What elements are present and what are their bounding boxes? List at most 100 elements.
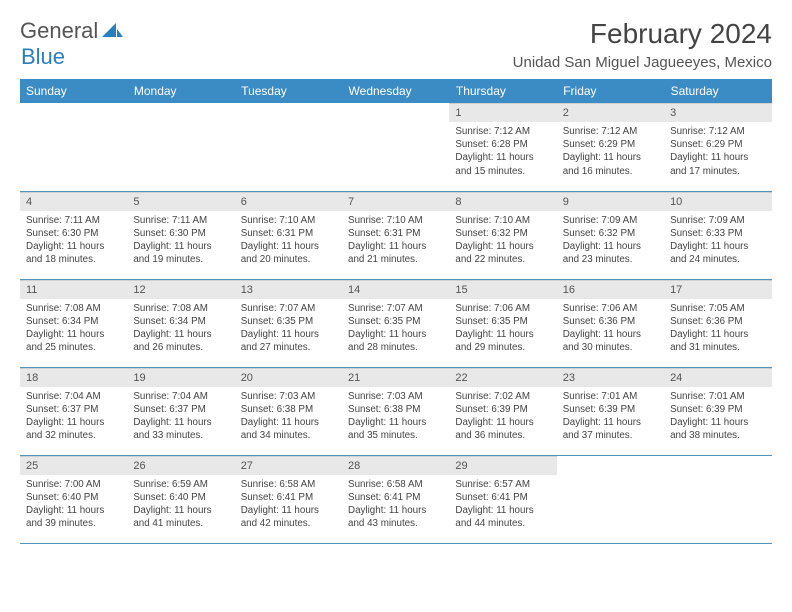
day-number: 10 bbox=[664, 192, 771, 211]
calendar-cell: 1Sunrise: 7:12 AMSunset: 6:28 PMDaylight… bbox=[449, 103, 556, 191]
day-details: Sunrise: 6:58 AMSunset: 6:41 PMDaylight:… bbox=[235, 475, 342, 535]
calendar-row: ........1Sunrise: 7:12 AMSunset: 6:28 PM… bbox=[20, 103, 772, 191]
calendar-cell: 4Sunrise: 7:11 AMSunset: 6:30 PMDaylight… bbox=[20, 191, 127, 279]
day-details: Sunrise: 7:08 AMSunset: 6:34 PMDaylight:… bbox=[20, 299, 127, 359]
day-number: 1 bbox=[449, 103, 556, 122]
day-details: Sunrise: 7:10 AMSunset: 6:32 PMDaylight:… bbox=[449, 211, 556, 271]
day-number: 8 bbox=[449, 192, 556, 211]
calendar-cell: 29Sunrise: 6:57 AMSunset: 6:41 PMDayligh… bbox=[449, 455, 556, 543]
day-details: Sunrise: 7:01 AMSunset: 6:39 PMDaylight:… bbox=[557, 387, 664, 447]
day-details: Sunrise: 7:04 AMSunset: 6:37 PMDaylight:… bbox=[20, 387, 127, 447]
day-details: Sunrise: 7:08 AMSunset: 6:34 PMDaylight:… bbox=[127, 299, 234, 359]
day-number: 6 bbox=[235, 192, 342, 211]
day-details: Sunrise: 7:03 AMSunset: 6:38 PMDaylight:… bbox=[235, 387, 342, 447]
calendar-cell: .. bbox=[20, 103, 127, 191]
day-details: Sunrise: 7:05 AMSunset: 6:36 PMDaylight:… bbox=[664, 299, 771, 359]
calendar-cell: 24Sunrise: 7:01 AMSunset: 6:39 PMDayligh… bbox=[664, 367, 771, 455]
day-details: Sunrise: 6:58 AMSunset: 6:41 PMDaylight:… bbox=[342, 475, 449, 535]
calendar-cell: 22Sunrise: 7:02 AMSunset: 6:39 PMDayligh… bbox=[449, 367, 556, 455]
day-details: Sunrise: 6:57 AMSunset: 6:41 PMDaylight:… bbox=[449, 475, 556, 535]
day-number: 28 bbox=[342, 456, 449, 475]
day-number: 9 bbox=[557, 192, 664, 211]
calendar-cell: .. bbox=[664, 455, 771, 543]
location-text: Unidad San Miguel Jagueeyes, Mexico bbox=[513, 54, 772, 71]
calendar-cell: 23Sunrise: 7:01 AMSunset: 6:39 PMDayligh… bbox=[557, 367, 664, 455]
title-block: February 2024 Unidad San Miguel Jagueeye… bbox=[513, 18, 772, 71]
logo-word1: General bbox=[20, 18, 98, 44]
calendar-cell: 3Sunrise: 7:12 AMSunset: 6:29 PMDaylight… bbox=[664, 103, 771, 191]
calendar-cell: 7Sunrise: 7:10 AMSunset: 6:31 PMDaylight… bbox=[342, 191, 449, 279]
month-title: February 2024 bbox=[513, 18, 772, 50]
day-details: Sunrise: 6:59 AMSunset: 6:40 PMDaylight:… bbox=[127, 475, 234, 535]
day-details: Sunrise: 7:00 AMSunset: 6:40 PMDaylight:… bbox=[20, 475, 127, 535]
day-details: Sunrise: 7:01 AMSunset: 6:39 PMDaylight:… bbox=[664, 387, 771, 447]
day-number: 29 bbox=[449, 456, 556, 475]
calendar-cell: 18Sunrise: 7:04 AMSunset: 6:37 PMDayligh… bbox=[20, 367, 127, 455]
weekday-header: Monday bbox=[127, 79, 234, 103]
day-details: Sunrise: 7:11 AMSunset: 6:30 PMDaylight:… bbox=[127, 211, 234, 271]
day-number: 4 bbox=[20, 192, 127, 211]
calendar-cell: .. bbox=[557, 455, 664, 543]
calendar-cell: 25Sunrise: 7:00 AMSunset: 6:40 PMDayligh… bbox=[20, 455, 127, 543]
day-number: 11 bbox=[20, 280, 127, 299]
day-number: 17 bbox=[664, 280, 771, 299]
day-number: 25 bbox=[20, 456, 127, 475]
day-number: 22 bbox=[449, 368, 556, 387]
day-number: 21 bbox=[342, 368, 449, 387]
calendar-cell: 11Sunrise: 7:08 AMSunset: 6:34 PMDayligh… bbox=[20, 279, 127, 367]
day-details: Sunrise: 7:10 AMSunset: 6:31 PMDaylight:… bbox=[235, 211, 342, 271]
calendar-cell: 27Sunrise: 6:58 AMSunset: 6:41 PMDayligh… bbox=[235, 455, 342, 543]
weekday-header: Friday bbox=[557, 79, 664, 103]
calendar-row: 25Sunrise: 7:00 AMSunset: 6:40 PMDayligh… bbox=[20, 455, 772, 543]
day-details: Sunrise: 7:06 AMSunset: 6:36 PMDaylight:… bbox=[557, 299, 664, 359]
day-details: Sunrise: 7:12 AMSunset: 6:29 PMDaylight:… bbox=[557, 122, 664, 182]
calendar-cell: 21Sunrise: 7:03 AMSunset: 6:38 PMDayligh… bbox=[342, 367, 449, 455]
weekday-header: Wednesday bbox=[342, 79, 449, 103]
calendar-cell: 16Sunrise: 7:06 AMSunset: 6:36 PMDayligh… bbox=[557, 279, 664, 367]
day-number: 12 bbox=[127, 280, 234, 299]
day-details: Sunrise: 7:09 AMSunset: 6:32 PMDaylight:… bbox=[557, 211, 664, 271]
day-details: Sunrise: 7:10 AMSunset: 6:31 PMDaylight:… bbox=[342, 211, 449, 271]
day-details: Sunrise: 7:12 AMSunset: 6:28 PMDaylight:… bbox=[449, 122, 556, 182]
day-number: 23 bbox=[557, 368, 664, 387]
calendar-cell: 15Sunrise: 7:06 AMSunset: 6:35 PMDayligh… bbox=[449, 279, 556, 367]
logo: General bbox=[20, 18, 126, 44]
calendar-cell: 13Sunrise: 7:07 AMSunset: 6:35 PMDayligh… bbox=[235, 279, 342, 367]
day-details: Sunrise: 7:03 AMSunset: 6:38 PMDaylight:… bbox=[342, 387, 449, 447]
day-number: 13 bbox=[235, 280, 342, 299]
calendar-cell: .. bbox=[127, 103, 234, 191]
page-header: General February 2024 Unidad San Miguel … bbox=[20, 18, 772, 71]
calendar-row: 4Sunrise: 7:11 AMSunset: 6:30 PMDaylight… bbox=[20, 191, 772, 279]
calendar-row: 11Sunrise: 7:08 AMSunset: 6:34 PMDayligh… bbox=[20, 279, 772, 367]
day-details: Sunrise: 7:07 AMSunset: 6:35 PMDaylight:… bbox=[235, 299, 342, 359]
calendar-cell: 17Sunrise: 7:05 AMSunset: 6:36 PMDayligh… bbox=[664, 279, 771, 367]
day-number: 24 bbox=[664, 368, 771, 387]
day-number: 14 bbox=[342, 280, 449, 299]
weekday-header: Thursday bbox=[449, 79, 556, 103]
calendar-cell: 14Sunrise: 7:07 AMSunset: 6:35 PMDayligh… bbox=[342, 279, 449, 367]
calendar-cell: 5Sunrise: 7:11 AMSunset: 6:30 PMDaylight… bbox=[127, 191, 234, 279]
calendar-table: SundayMondayTuesdayWednesdayThursdayFrid… bbox=[20, 79, 772, 544]
day-number: 20 bbox=[235, 368, 342, 387]
day-number: 16 bbox=[557, 280, 664, 299]
day-number: 3 bbox=[664, 103, 771, 122]
calendar-cell: 12Sunrise: 7:08 AMSunset: 6:34 PMDayligh… bbox=[127, 279, 234, 367]
day-number: 27 bbox=[235, 456, 342, 475]
day-details: Sunrise: 7:12 AMSunset: 6:29 PMDaylight:… bbox=[664, 122, 771, 182]
day-number: 26 bbox=[127, 456, 234, 475]
weekday-header: Sunday bbox=[20, 79, 127, 103]
day-number: 19 bbox=[127, 368, 234, 387]
day-details: Sunrise: 7:02 AMSunset: 6:39 PMDaylight:… bbox=[449, 387, 556, 447]
logo-word2: Blue bbox=[21, 44, 65, 70]
calendar-cell: 19Sunrise: 7:04 AMSunset: 6:37 PMDayligh… bbox=[127, 367, 234, 455]
calendar-cell: 2Sunrise: 7:12 AMSunset: 6:29 PMDaylight… bbox=[557, 103, 664, 191]
day-number: 5 bbox=[127, 192, 234, 211]
calendar-cell: .. bbox=[235, 103, 342, 191]
day-details: Sunrise: 7:06 AMSunset: 6:35 PMDaylight:… bbox=[449, 299, 556, 359]
day-number: 15 bbox=[449, 280, 556, 299]
day-details: Sunrise: 7:11 AMSunset: 6:30 PMDaylight:… bbox=[20, 211, 127, 271]
calendar-cell: 10Sunrise: 7:09 AMSunset: 6:33 PMDayligh… bbox=[664, 191, 771, 279]
day-details: Sunrise: 7:09 AMSunset: 6:33 PMDaylight:… bbox=[664, 211, 771, 271]
calendar-cell: 6Sunrise: 7:10 AMSunset: 6:31 PMDaylight… bbox=[235, 191, 342, 279]
calendar-cell: 9Sunrise: 7:09 AMSunset: 6:32 PMDaylight… bbox=[557, 191, 664, 279]
